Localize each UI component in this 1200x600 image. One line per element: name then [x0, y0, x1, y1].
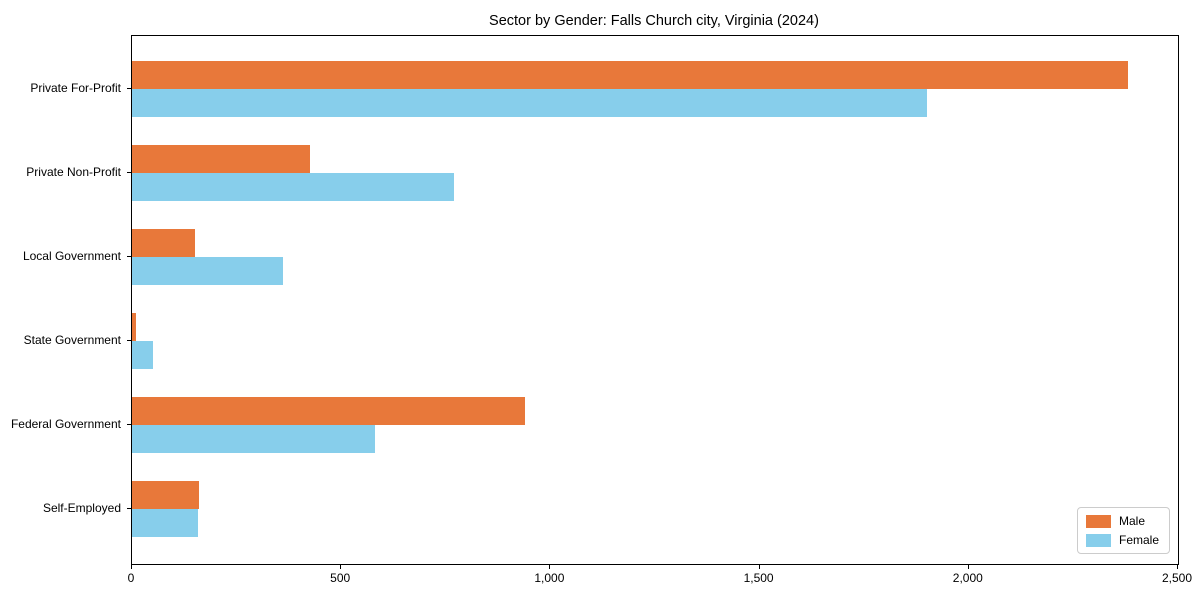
bar-female-private-for-profit — [132, 89, 927, 117]
plot-area: Male Female — [131, 35, 1179, 565]
bar-female-state-government — [132, 341, 153, 369]
bar-male-local-government — [132, 229, 195, 257]
y-axis-label-private-non-profit: Private Non-Profit — [26, 165, 121, 179]
y-tick-state-government — [127, 340, 131, 341]
x-tick-2000 — [967, 565, 969, 569]
bar-female-federal-government — [132, 425, 375, 453]
legend-item-female: Female — [1085, 533, 1159, 547]
chart-title: Sector by Gender: Falls Church city, Vir… — [489, 13, 819, 29]
legend-label-female: Female — [1118, 533, 1159, 547]
y-tick-private-non-profit — [127, 172, 131, 173]
x-tick-label-0: 0 — [127, 571, 135, 585]
y-axis-label-federal-government: Federal Government — [10, 417, 121, 431]
legend-swatch-female — [1085, 533, 1111, 547]
bar-female-private-non-profit — [132, 173, 455, 201]
legend: Male Female — [1076, 507, 1170, 554]
x-tick-label-1500: 1,500 — [743, 571, 774, 585]
legend-item-male: Male — [1085, 514, 1159, 528]
legend-swatch-male — [1085, 514, 1111, 528]
y-tick-self-employed — [127, 508, 131, 509]
legend-label-male: Male — [1118, 514, 1145, 528]
y-tick-federal-government — [127, 424, 131, 425]
x-tick-500 — [340, 565, 342, 569]
y-axis-label-state-government: State Government — [23, 333, 121, 347]
x-tick-label-2500: 2,500 — [1161, 571, 1193, 585]
x-tick-1000 — [549, 565, 551, 569]
x-tick-label-500: 500 — [330, 571, 351, 585]
x-tick-label-1000: 1,000 — [534, 571, 565, 585]
x-tick-0 — [131, 565, 132, 569]
y-tick-local-government — [127, 256, 131, 257]
bar-male-state-government — [132, 313, 137, 341]
bar-female-self-employed — [132, 509, 199, 537]
bar-male-private-for-profit — [132, 61, 1128, 89]
y-axis-label-self-employed: Self-Employed — [42, 501, 121, 515]
bar-female-local-government — [132, 257, 283, 285]
bar-male-self-employed — [132, 481, 199, 509]
y-axis-label-private-for-profit: Private For-Profit — [30, 81, 121, 95]
x-tick-label-2000: 2,000 — [952, 571, 983, 585]
x-tick-2500 — [1177, 565, 1178, 569]
x-tick-1500 — [758, 565, 760, 569]
bar-male-private-non-profit — [132, 145, 310, 173]
y-axis-label-local-government: Local Government — [22, 249, 121, 263]
bar-male-federal-government — [132, 397, 526, 425]
y-tick-private-for-profit — [127, 88, 131, 89]
